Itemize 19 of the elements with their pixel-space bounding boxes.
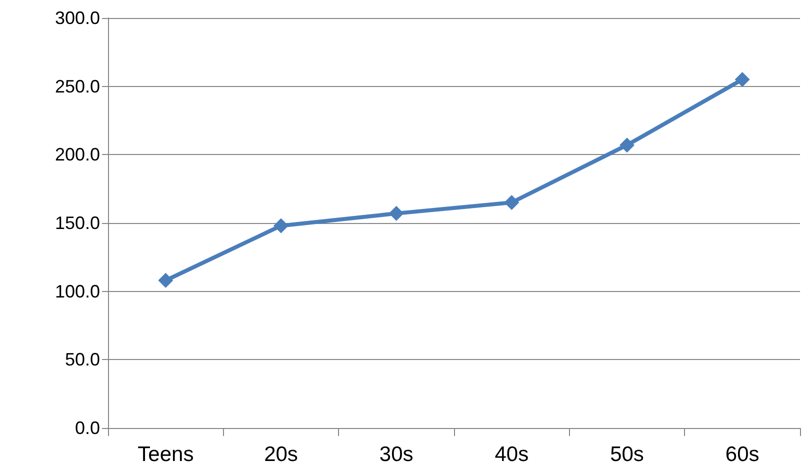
y-tick-label: 50.0 [64,350,100,370]
y-tick-label: 150.0 [54,213,100,233]
x-tick-label: 40s [494,443,529,466]
x-tick-label: 30s [379,443,414,466]
point [158,272,174,288]
point [504,195,520,210]
x-tick-label: 50s [610,443,644,466]
x-tick-label: 60s [725,443,760,466]
y-tick-label: 100.0 [54,281,100,302]
point [734,72,750,87]
point [274,218,288,234]
y-tick-label: 0.0 [74,418,100,438]
x-tick-label: 20s [264,443,298,466]
y-tick-label: 200.0 [54,144,100,165]
y-tick-label: 250.0 [54,76,100,96]
point [388,206,404,221]
point [620,138,634,153]
y-tick-label: 300.0 [54,8,100,28]
x-tick-label: Teens [138,443,194,466]
